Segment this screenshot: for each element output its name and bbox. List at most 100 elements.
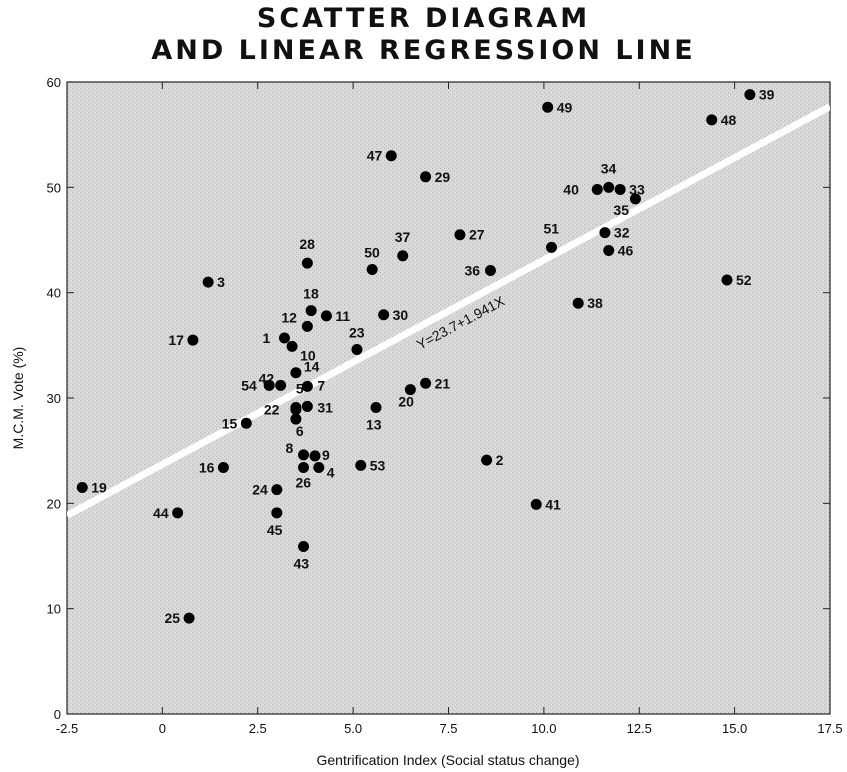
data-point-1 [278, 332, 290, 344]
point-label: 39 [759, 87, 775, 103]
data-point-47 [385, 150, 397, 162]
point-label: 10 [300, 347, 316, 363]
point-label: 13 [366, 416, 382, 432]
point-label: 11 [335, 308, 350, 324]
point-label: 36 [464, 263, 480, 279]
data-point-7 [301, 380, 313, 392]
data-point-34 [603, 181, 615, 193]
data-point-43 [298, 541, 310, 553]
x-tick-label: 2.5 [249, 721, 267, 736]
y-tick-label: 10 [47, 602, 61, 617]
data-point-24 [271, 484, 283, 496]
point-label: 12 [281, 309, 297, 325]
point-label: 37 [395, 229, 411, 245]
y-tick-label: 60 [47, 75, 61, 90]
data-point-13 [370, 401, 382, 413]
point-label: 14 [304, 359, 320, 375]
point-label: 53 [370, 457, 386, 473]
data-point-21 [420, 377, 432, 389]
data-point-42 [275, 379, 287, 391]
point-label: 32 [614, 225, 630, 241]
point-label: 38 [587, 295, 603, 311]
chart-title-line-2: AND LINEAR REGRESSION LINE [151, 35, 696, 66]
data-point-9 [309, 450, 321, 462]
data-point-46 [603, 245, 615, 257]
point-label: 25 [165, 610, 181, 626]
data-point-10 [286, 340, 298, 352]
x-axis-label: Gentrification Index (Social status chan… [316, 752, 579, 768]
point-label: 22 [264, 402, 280, 418]
data-point-28 [301, 257, 313, 269]
point-label: 35 [613, 202, 629, 218]
data-point-37 [397, 250, 409, 262]
point-label: 17 [168, 332, 184, 348]
point-label: 45 [267, 522, 283, 538]
data-point-2 [481, 454, 493, 466]
x-tick-label: -2.5 [56, 721, 78, 736]
point-label: 54 [241, 377, 257, 393]
data-point-48 [706, 114, 718, 126]
x-tick-label: 7.5 [439, 721, 457, 736]
data-point-14 [290, 367, 302, 379]
x-tick-label: 10.0 [531, 721, 556, 736]
point-label: 49 [557, 99, 573, 115]
data-point-6 [290, 413, 302, 425]
data-point-39 [744, 89, 756, 101]
plot-area [66, 81, 831, 715]
regression-line [67, 103, 830, 519]
point-label: 48 [721, 112, 737, 128]
point-label: 52 [736, 272, 752, 288]
data-point-30 [378, 309, 390, 321]
data-point-22 [290, 404, 302, 416]
data-point-40 [591, 183, 603, 195]
y-tick-label: 30 [47, 391, 61, 406]
x-tick-label: 17.5 [817, 721, 842, 736]
y-tick-label: 50 [47, 180, 61, 195]
x-tick-label: 12.5 [627, 721, 652, 736]
point-label: 31 [317, 399, 333, 415]
x-tick-label: 15.0 [722, 721, 747, 736]
point-label: 19 [91, 480, 107, 496]
point-label: 8 [286, 440, 294, 456]
point-label: 50 [364, 244, 380, 260]
point-label: 9 [322, 447, 330, 463]
point-label: 3 [217, 274, 225, 290]
data-point-29 [420, 171, 432, 183]
data-point-54 [263, 379, 275, 391]
x-tick-label: 5.0 [344, 721, 362, 736]
point-label: 27 [469, 227, 485, 243]
data-point-33 [614, 183, 626, 195]
data-point-41 [530, 498, 542, 510]
point-label: 44 [153, 505, 169, 521]
point-label: 47 [367, 148, 383, 164]
data-point-12 [301, 320, 313, 332]
data-point-8 [298, 449, 310, 461]
point-label: 24 [252, 482, 268, 498]
point-label: 5 [296, 380, 304, 396]
point-label: 34 [601, 160, 617, 176]
data-point-32 [599, 227, 611, 239]
data-point-20 [404, 384, 416, 396]
point-label: 28 [299, 236, 315, 252]
data-point-25 [183, 612, 195, 624]
data-point-36 [484, 265, 496, 277]
data-point-26 [298, 462, 310, 474]
data-point-49 [542, 101, 554, 113]
data-point-31 [301, 400, 313, 412]
point-label: 33 [629, 181, 645, 197]
data-point-52 [721, 274, 733, 286]
data-point-35 [629, 193, 641, 205]
y-tick-label: 0 [54, 707, 61, 722]
data-point-23 [351, 344, 363, 356]
point-label: 43 [294, 556, 310, 572]
data-point-3 [202, 276, 214, 288]
data-point-38 [572, 297, 584, 309]
chart-title-line-1: SCATTER DIAGRAM [256, 3, 591, 34]
point-label: 18 [303, 286, 319, 302]
point-label: 26 [296, 475, 312, 491]
point-label: 20 [398, 394, 414, 410]
point-label: 41 [545, 496, 561, 512]
data-point-16 [217, 462, 229, 474]
point-label: 1 [262, 330, 270, 346]
data-point-15 [240, 417, 252, 429]
